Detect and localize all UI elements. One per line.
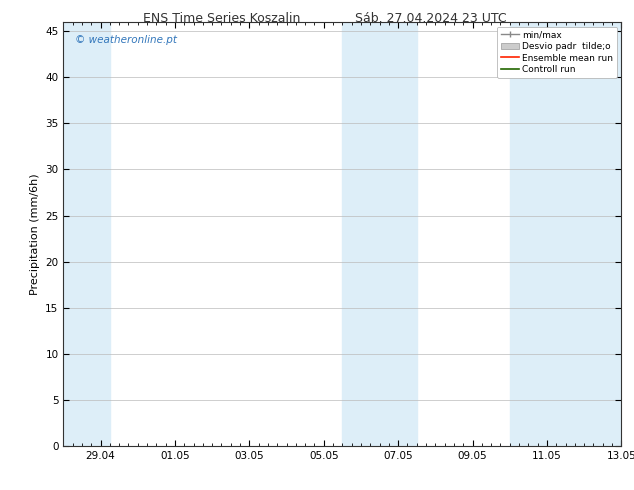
Text: © weatheronline.pt: © weatheronline.pt	[75, 35, 176, 45]
Text: ENS Time Series Koszalin: ENS Time Series Koszalin	[143, 12, 301, 25]
Text: Sáb. 27.04.2024 23 UTC: Sáb. 27.04.2024 23 UTC	[355, 12, 507, 25]
Bar	[342, 22, 417, 446]
Y-axis label: Precipitation (mm/6h): Precipitation (mm/6h)	[30, 173, 40, 295]
Legend: min/max, Desvio padr  tilde;o, Ensemble mean run, Controll run: min/max, Desvio padr tilde;o, Ensemble m…	[497, 26, 617, 78]
Bar	[63, 22, 110, 446]
Bar	[510, 22, 621, 446]
